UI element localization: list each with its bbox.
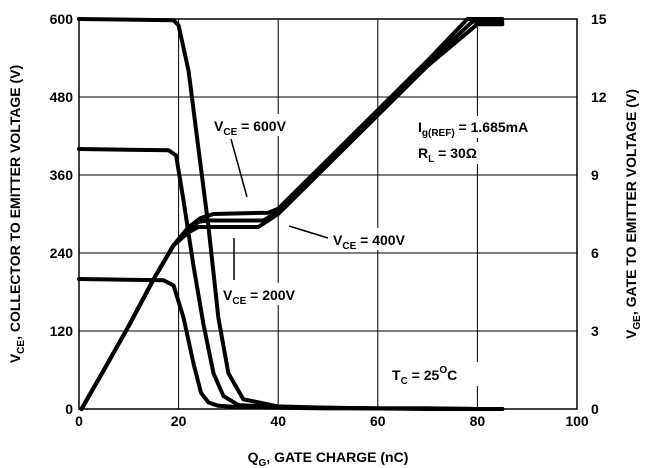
x-tick-label: 100	[565, 413, 589, 429]
data-curves	[77, 17, 505, 411]
right-y-tick-label: 3	[591, 323, 599, 339]
x-tick-label: 80	[470, 413, 486, 429]
right-y-tick-label: 12	[591, 89, 607, 105]
svg-text:Ig(REF) = 1.685mA: Ig(REF) = 1.685mA	[418, 119, 528, 139]
annotation-vce-600v: VCE = 600V	[212, 114, 312, 198]
series-line-5	[79, 19, 505, 411]
right-y-tick-label: 6	[591, 245, 599, 261]
x-tick-label: 0	[75, 413, 83, 429]
annotation-vce-200v: VCE = 200V	[220, 238, 330, 307]
left-y-tick-label: 480	[50, 89, 74, 105]
svg-text:VCE = 400V: VCE = 400V	[333, 232, 406, 252]
left-y-tick-label: 240	[50, 245, 74, 261]
svg-text:VCE = 200V: VCE = 200V	[223, 287, 296, 307]
x-tick-label: 40	[270, 413, 286, 429]
x-axis-ticks: 0 20 40 60 80 100	[75, 413, 589, 429]
annotation-ig-ref: Ig(REF) = 1.685mA	[415, 116, 575, 139]
left-y-tick-label: 600	[50, 11, 74, 27]
svg-text:TC = 25OC: TC = 25OC	[392, 365, 457, 387]
left-y-tick-label: 0	[65, 401, 73, 417]
series-line-4	[79, 22, 505, 411]
right-y-axis-title: VGE, GATE TO EMITTER VOLTAGE (V)	[623, 89, 643, 339]
x-tick-label: 20	[171, 413, 187, 429]
series-line-1	[77, 17, 505, 411]
left-y-axis-title: VCE, COLLECTOR TO EMITTER VOLTAGE (V)	[7, 65, 27, 363]
right-y-axis-ticks: 0 3 6 9 12 15	[591, 11, 607, 417]
annotation-tc: TC = 25OC	[388, 362, 488, 387]
left-y-axis-ticks: 0 120 240 360 480 600	[50, 11, 74, 417]
right-y-tick-label: 0	[591, 401, 599, 417]
svg-text:RL = 30Ω: RL = 30Ω	[418, 145, 477, 165]
x-tick-label: 60	[370, 413, 386, 429]
annotation-rl: RL = 30Ω	[415, 142, 505, 165]
left-y-tick-label: 360	[50, 167, 74, 183]
series-line-6	[79, 17, 505, 411]
left-y-tick-label: 120	[50, 323, 74, 339]
plot-frame	[78, 18, 578, 410]
x-axis-title: QG, GATE CHARGE (nC)	[248, 449, 409, 468]
right-y-tick-label: 9	[591, 167, 599, 183]
annotation-vce-400v: VCE = 400V	[288, 225, 434, 252]
svg-text:VCE = 600V: VCE = 600V	[214, 118, 287, 138]
right-y-tick-label: 15	[591, 11, 607, 27]
grid-lines	[79, 19, 577, 409]
